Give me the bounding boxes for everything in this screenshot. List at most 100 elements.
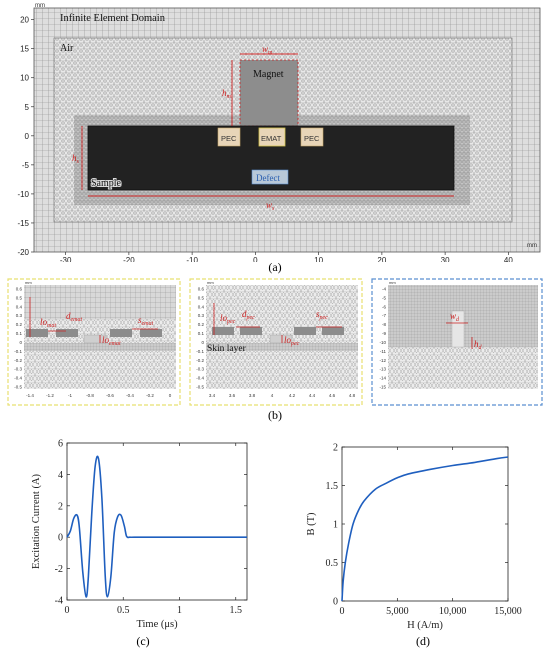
fig-b-x-tick-label: -1.2 — [46, 393, 54, 398]
fig-b-y-tick-label: -0.3 — [196, 367, 204, 372]
fig-b-y-tick-label: -0.4 — [14, 376, 22, 381]
fig-b-y-tick-label: -4 — [382, 287, 386, 292]
b-left-lo-label: lomat — [40, 317, 56, 329]
fig-a-x-tick-label: -10 — [186, 256, 198, 262]
fig-b-y-tick-label: -13 — [379, 367, 386, 372]
b-mid-skin-label: Skin layer — [207, 344, 247, 354]
fig-b-y-tick-label: -6 — [382, 304, 386, 309]
fig-b-x-tick-label: 4.2 — [289, 393, 296, 398]
magnet-block — [239, 59, 299, 127]
b-mid-s-label: spec — [316, 309, 328, 321]
fig-b-x-tick-label: 3.6 — [229, 393, 236, 398]
fig-b-x-tick-label: -1.4 — [26, 393, 34, 398]
y-axis-label: Excitation Current (A) — [31, 473, 42, 569]
fig-b-y-tick-label: 0.2 — [16, 322, 23, 327]
fig-b-x-tick-label: -1 — [68, 393, 72, 398]
x-tick-label: 0.5 — [117, 605, 130, 616]
fig-a-y-tick-label: 20 — [20, 16, 29, 25]
fig-b-y-tick-label: -12 — [379, 358, 386, 363]
b-left-unit: mm — [25, 280, 32, 285]
fig-b-y-tick-label: -0.1 — [14, 349, 22, 354]
hm-label: hm — [222, 88, 232, 100]
defect-block — [251, 169, 289, 185]
x-axis-label: Time (μs) — [136, 619, 178, 630]
fig-b-y-tick-label: -0.4 — [196, 376, 204, 381]
fig-a-y-tick-label: -10 — [17, 190, 29, 199]
unit-label-top: mm — [35, 3, 45, 9]
y-tick-label: 1 — [333, 520, 338, 531]
fig-b-y-tick-label: -9 — [382, 331, 386, 336]
fig-b-y-tick-label: 0.5 — [16, 295, 23, 300]
fig-b-y-tick-label: 0.4 — [16, 304, 23, 309]
magnet-label: Magnet — [253, 69, 284, 80]
fig-b-y-tick-label: -0.2 — [14, 358, 22, 363]
pec-left-label: PEC — [221, 134, 237, 143]
fig-a-y-tick-label: 10 — [20, 74, 29, 83]
b-right-h-label: hd — [474, 339, 483, 351]
fig-b-x-tick-label: 4.8 — [349, 393, 356, 398]
figure-a: -30 -20 -10 0 10 20 30 40 20 15 10 5 0 -5 -10 -15 -20 m… — [0, 0, 550, 274]
fig-a-y-tick-label: 5 — [25, 103, 30, 112]
b-mid-lo2-label: lopec — [284, 335, 300, 347]
fig-b-y-tick-label: -0.5 — [196, 385, 204, 390]
fig-b-x-tick-label: 4 — [271, 393, 274, 398]
y-tick-label: 0.5 — [326, 558, 339, 569]
fig-b-y-tick-label: -0.5 — [14, 385, 22, 390]
y-axis-label: B (T) — [306, 512, 317, 536]
plot-frame — [66, 442, 248, 601]
b-right-w-label: wd — [450, 311, 460, 323]
fig-b-y-tick-label: -8 — [382, 322, 386, 327]
x-tick-label: 15,000 — [494, 606, 522, 617]
y-tick-label: 6 — [58, 439, 63, 450]
fig-b-y-tick-label: -11 — [380, 349, 387, 354]
unit-label-right: mm — [527, 243, 537, 249]
fig-a-x-tick-label: -20 — [123, 256, 135, 262]
panel-label-d: (d) — [416, 634, 430, 648]
fig-b-y-tick-label: 0.3 — [198, 313, 205, 318]
y-tick-label: -4 — [55, 596, 63, 607]
fig-b-x-tick-label: 4.6 — [329, 393, 336, 398]
b-left-d-label: demat — [66, 311, 82, 323]
b-mid-lo-label: lopec — [220, 313, 236, 325]
fig-b-y-tick-label: 0 — [201, 340, 204, 345]
fem-model-mesh-plot: -30 -20 -10 0 10 20 30 40 20 15 10 5 0 -5 -10 -15 -20 m… — [17, 3, 541, 265]
fig-b-y-tick-label: -0.1 — [196, 349, 204, 354]
fig-a-x-tick-label: 20 — [377, 256, 386, 262]
series-line — [66, 455, 247, 598]
fig-b-y-tick-label: 0.2 — [198, 322, 205, 327]
fig-b-x-tick-label: 4.4 — [309, 393, 316, 398]
fig-b-y-tick-label: 0 — [19, 340, 22, 345]
fig-b-y-tick-label: -10 — [379, 340, 386, 345]
x-tick-label: 1 — [177, 605, 182, 616]
fig-a-y-tick-label: 0 — [25, 132, 30, 141]
fig-b-y-tick-label: 0.3 — [16, 313, 23, 318]
fig-a-x-tick-label: 10 — [314, 256, 323, 262]
y-tick-label: 4 — [58, 470, 63, 481]
pec-right-label: PEC — [304, 134, 320, 143]
y-tick-label: 2 — [58, 501, 63, 512]
x-tick-label: 1.5 — [230, 605, 243, 616]
b-mid-unit: mm — [207, 280, 214, 285]
fig-b-y-tick-label: -14 — [379, 376, 386, 381]
figure-c: 6 4 2 0 -2 -4 0 0.5 1 1.5 Time (μs) Excitation Curr… — [0, 425, 275, 653]
pec-right-block — [300, 127, 324, 147]
fig-b-y-tick-label: -0.2 — [196, 358, 204, 363]
dimension-lines — [81, 53, 454, 197]
fig-b-x-tick-label: -0.4 — [126, 393, 134, 398]
figure-b: lomat demat semat loemat mm 0.6 0.5 0.4 0.3… — [0, 277, 550, 422]
fig-a-x-tick-label: 0 — [253, 256, 258, 262]
x-axis-label: H (A/m) — [407, 620, 443, 631]
x-tick-label: 5,000 — [386, 606, 409, 617]
series-line — [341, 456, 509, 602]
fig-b-x-tick-label: -0.8 — [86, 393, 94, 398]
panel-label-b: (b) — [268, 408, 282, 422]
fig-b-y-tick-label: -0.3 — [14, 367, 22, 372]
air-label: Air — [60, 43, 74, 54]
fig-b-x-tick-label: 0 — [169, 393, 172, 398]
zoomed-mesh-panels: lomat demat semat loemat mm 0.6 0.5 0.4 0.3… — [7, 278, 543, 406]
panel-label-a: (a) — [268, 260, 282, 274]
y-tick-label: 0 — [58, 533, 63, 544]
fig-b-y-tick-label: 0.5 — [198, 295, 205, 300]
fig-b-y-tick-label: 0.6 — [16, 287, 23, 292]
